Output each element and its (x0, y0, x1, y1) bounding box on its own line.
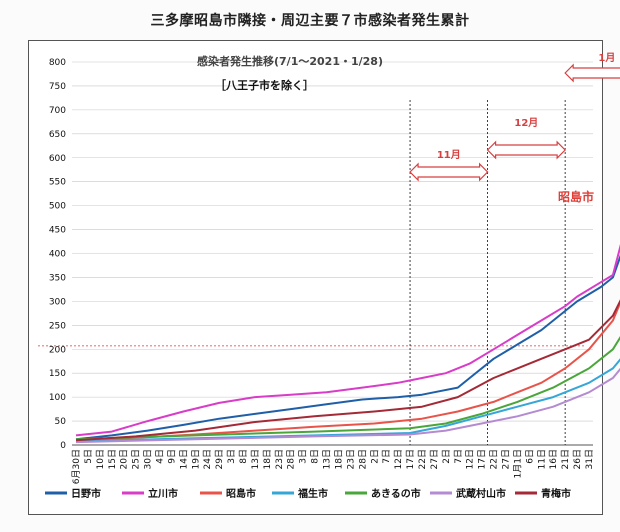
x-tick-label: 7日 (381, 449, 392, 464)
x-tick-label: 18日 (262, 449, 273, 469)
x-tick-label: 12日 (465, 449, 476, 469)
series-line (75, 300, 620, 442)
gridlines (72, 61, 593, 446)
x-tick-label: 24日 (202, 449, 213, 469)
y-tick-label: 700 (49, 106, 66, 116)
series-lines (75, 243, 620, 444)
y-tick-label: 50 (55, 417, 67, 427)
x-tick-label: 19日 (190, 449, 201, 469)
series-line (75, 254, 620, 441)
x-tick-label: 29日 (214, 449, 225, 469)
y-tick-label: 650 (49, 130, 66, 140)
x-tick-label: 22日 (417, 449, 428, 469)
series-line (75, 367, 620, 444)
month-arrow-label: 1月 (598, 52, 615, 64)
series-line (75, 358, 620, 443)
y-tick-label: 600 (49, 154, 66, 164)
y-tick-label: 200 (49, 345, 66, 355)
y-tick-label: 400 (49, 250, 66, 260)
chart-note: ［八王子市を除く］ (215, 78, 314, 92)
chart-subtitle: 感染者発生推移(7/1～2021・1/28) (197, 54, 383, 68)
x-axis: 6月30日 5日 10日 15日 20日 25日 30日 4日 9日 14日 19日 24日 29日 3日… (71, 449, 595, 484)
x-tick-label: 13日 (250, 449, 261, 469)
x-tick-label: 5日 (83, 449, 94, 464)
x-tick-label: 26日 (572, 449, 583, 469)
month-arrow (564, 63, 620, 83)
x-tick-label: 23日 (274, 449, 285, 469)
month-arrow (409, 162, 489, 182)
x-tick-label: 16日 (548, 449, 559, 469)
month-arrows: 11月 12月 1月 (409, 52, 620, 182)
series-line (75, 335, 620, 441)
y-tick-label: 350 (49, 273, 66, 283)
y-tick-label: 500 (49, 202, 66, 212)
legend-label: 青梅市 (541, 487, 571, 500)
x-tick-label: 20日 (119, 449, 130, 469)
series-line (75, 243, 620, 437)
legend-label: 福生市 (297, 487, 328, 500)
x-tick-label: 4日 (155, 449, 166, 464)
x-tick-label: 6日 (524, 449, 535, 464)
x-tick-label: 25日 (131, 449, 142, 469)
legend-label: 日野市 (71, 487, 101, 500)
y-tick-label: 800 (49, 58, 66, 68)
page-title: 三多摩昭島市隣接・周辺主要７市感染者発生累計 (150, 13, 470, 29)
x-tick-label: 10日 (95, 449, 106, 469)
x-tick-label: 3日 (298, 449, 309, 464)
x-tick-label: 23日 (345, 449, 356, 469)
month-arrow-label: 12月 (514, 117, 538, 129)
x-tick-label: 13日 (322, 449, 333, 469)
x-tick-label: 27日 (500, 449, 511, 469)
x-tick-label: 7日 (453, 449, 464, 464)
x-tick-label: 8日 (238, 449, 249, 464)
x-tick-label: 22日 (489, 449, 500, 469)
x-tick-label: 15日 (107, 449, 118, 469)
highlight-label: 昭島市 (558, 189, 594, 204)
y-tick-label: 750 (49, 82, 66, 92)
x-tick-label: 17日 (405, 449, 416, 469)
x-tick-label: 12日 (393, 449, 404, 469)
y-axis: 0 50 100 150 200 250 300 350 400 450 500 550 600 650 7… (49, 58, 66, 451)
x-tick-label: 21日 (560, 449, 571, 469)
legend-label: 武蔵村山市 (456, 487, 506, 500)
y-tick-label: 100 (49, 393, 66, 403)
x-tick-label: 18日 (333, 449, 344, 469)
x-tick-label: 2日 (441, 449, 452, 464)
x-tick-label: 1月1日 (512, 449, 523, 478)
y-tick-label: 0 (60, 441, 66, 451)
y-tick-label: 150 (49, 369, 66, 379)
x-tick-label: 11日 (536, 449, 547, 469)
x-tick-label: 30日 (143, 449, 154, 469)
y-tick-label: 550 (49, 178, 66, 188)
y-tick-label: 300 (49, 297, 66, 307)
y-tick-label: 450 (49, 226, 66, 236)
y-tick-label: 250 (49, 321, 66, 331)
x-tick-label: 31日 (584, 449, 595, 469)
month-divider-lines (409, 100, 566, 445)
series-line (75, 299, 620, 442)
x-tick-label: 2日 (369, 449, 380, 464)
x-tick-label: 9日 (166, 449, 177, 464)
legend: 日野市 立川市 昭島市 福生市 あきるの市 武蔵村山市 青梅市 (45, 487, 571, 500)
x-tick-label: 14日 (178, 449, 189, 469)
x-tick-label: 27日 (429, 449, 440, 469)
legend-label: 立川市 (148, 487, 178, 500)
x-tick-label: 3日 (226, 449, 237, 464)
x-tick-label: 28日 (357, 449, 368, 469)
legend-label: 昭島市 (226, 487, 256, 500)
x-tick-label: 8日 (310, 449, 321, 464)
month-arrow-label: 11月 (437, 149, 461, 161)
x-tick-label: 17日 (477, 449, 488, 469)
x-tick-label: 28日 (286, 449, 297, 469)
month-arrow (486, 140, 566, 160)
x-tick-label: 6月30日 (71, 449, 82, 484)
legend-label: あきるの市 (371, 487, 421, 500)
